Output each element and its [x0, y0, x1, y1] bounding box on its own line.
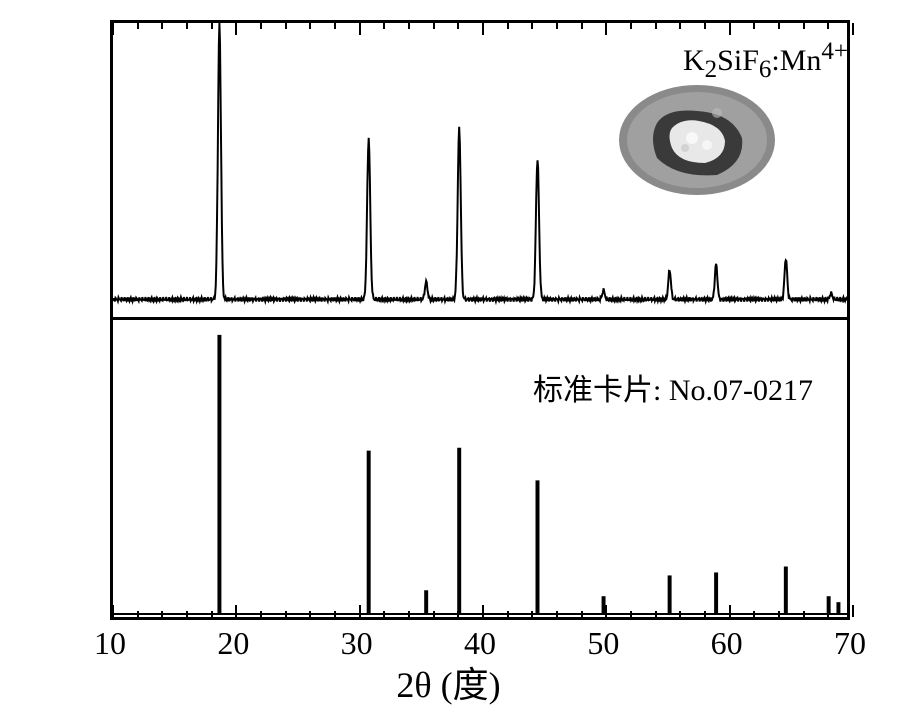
panel-sample: K2SiF6:Mn4+: [113, 23, 847, 320]
inset-photo-icon: [617, 83, 777, 198]
x-tick-label: 70: [834, 625, 866, 662]
xrd-figure: 强度 (任意单位) K2SiF6:Mn4+ 标准卡: [0, 0, 897, 718]
x-tick-label: 30: [341, 625, 373, 662]
sample-photo-inset: [617, 83, 777, 198]
chart-area: K2SiF6:Mn4+ 标准卡片: No.07-0217: [110, 20, 850, 620]
panel-reference: 标准卡片: No.07-0217: [113, 320, 847, 617]
sample-label: K2SiF6:Mn4+: [683, 38, 848, 84]
x-tick-label: 60: [711, 625, 743, 662]
reference-label: 标准卡片: No.07-0217: [533, 365, 813, 409]
x-axis-label: 2θ (度): [396, 656, 500, 708]
x-tick-label: 10: [94, 625, 126, 662]
x-tick-label: 50: [587, 625, 619, 662]
x-tick-label: 20: [217, 625, 249, 662]
